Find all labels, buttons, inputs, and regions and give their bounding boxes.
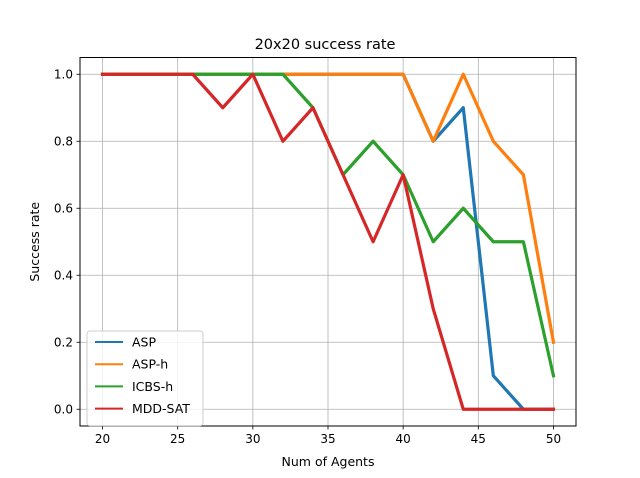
plot-frame	[79, 57, 577, 427]
legend-label: ASP-h	[132, 357, 168, 372]
x-axis: 20 25 30 35 40 45 50	[95, 426, 561, 446]
x-tick-label: 20	[95, 432, 110, 446]
legend-frame	[86, 330, 204, 427]
y-tick-label: 0.0	[54, 403, 73, 417]
x-tick-label: 30	[245, 432, 260, 446]
x-axis-label: Num of Agents	[282, 454, 375, 469]
y-tick-label: 0.4	[54, 269, 73, 283]
y-tick-label: 0.2	[54, 336, 73, 350]
y-axis-label: Success rate	[27, 202, 42, 282]
series-lines	[100, 72, 556, 411]
legend-label: MDD-SAT	[132, 401, 190, 416]
y-axis: 0.0 0.2 0.4 0.6 0.8 1.0	[54, 68, 80, 417]
chart-title: 20x20 success rate	[255, 37, 396, 53]
x-tick-label: 40	[396, 432, 411, 446]
legend-label: ICBS-h	[132, 379, 173, 394]
x-tick-label: 35	[320, 432, 335, 446]
y-tick-label: 0.6	[54, 202, 73, 216]
legend-label: ASP	[132, 335, 156, 350]
series-line-mdd-sat	[100, 72, 556, 411]
x-tick-label: 25	[170, 432, 185, 446]
x-tick-label: 45	[471, 432, 486, 446]
y-tick-label: 1.0	[54, 68, 73, 82]
y-tick-label: 0.8	[54, 135, 73, 149]
x-tick-label: 50	[546, 432, 561, 446]
legend: ASP ASP-h ICBS-h MDD-SAT	[86, 330, 204, 427]
